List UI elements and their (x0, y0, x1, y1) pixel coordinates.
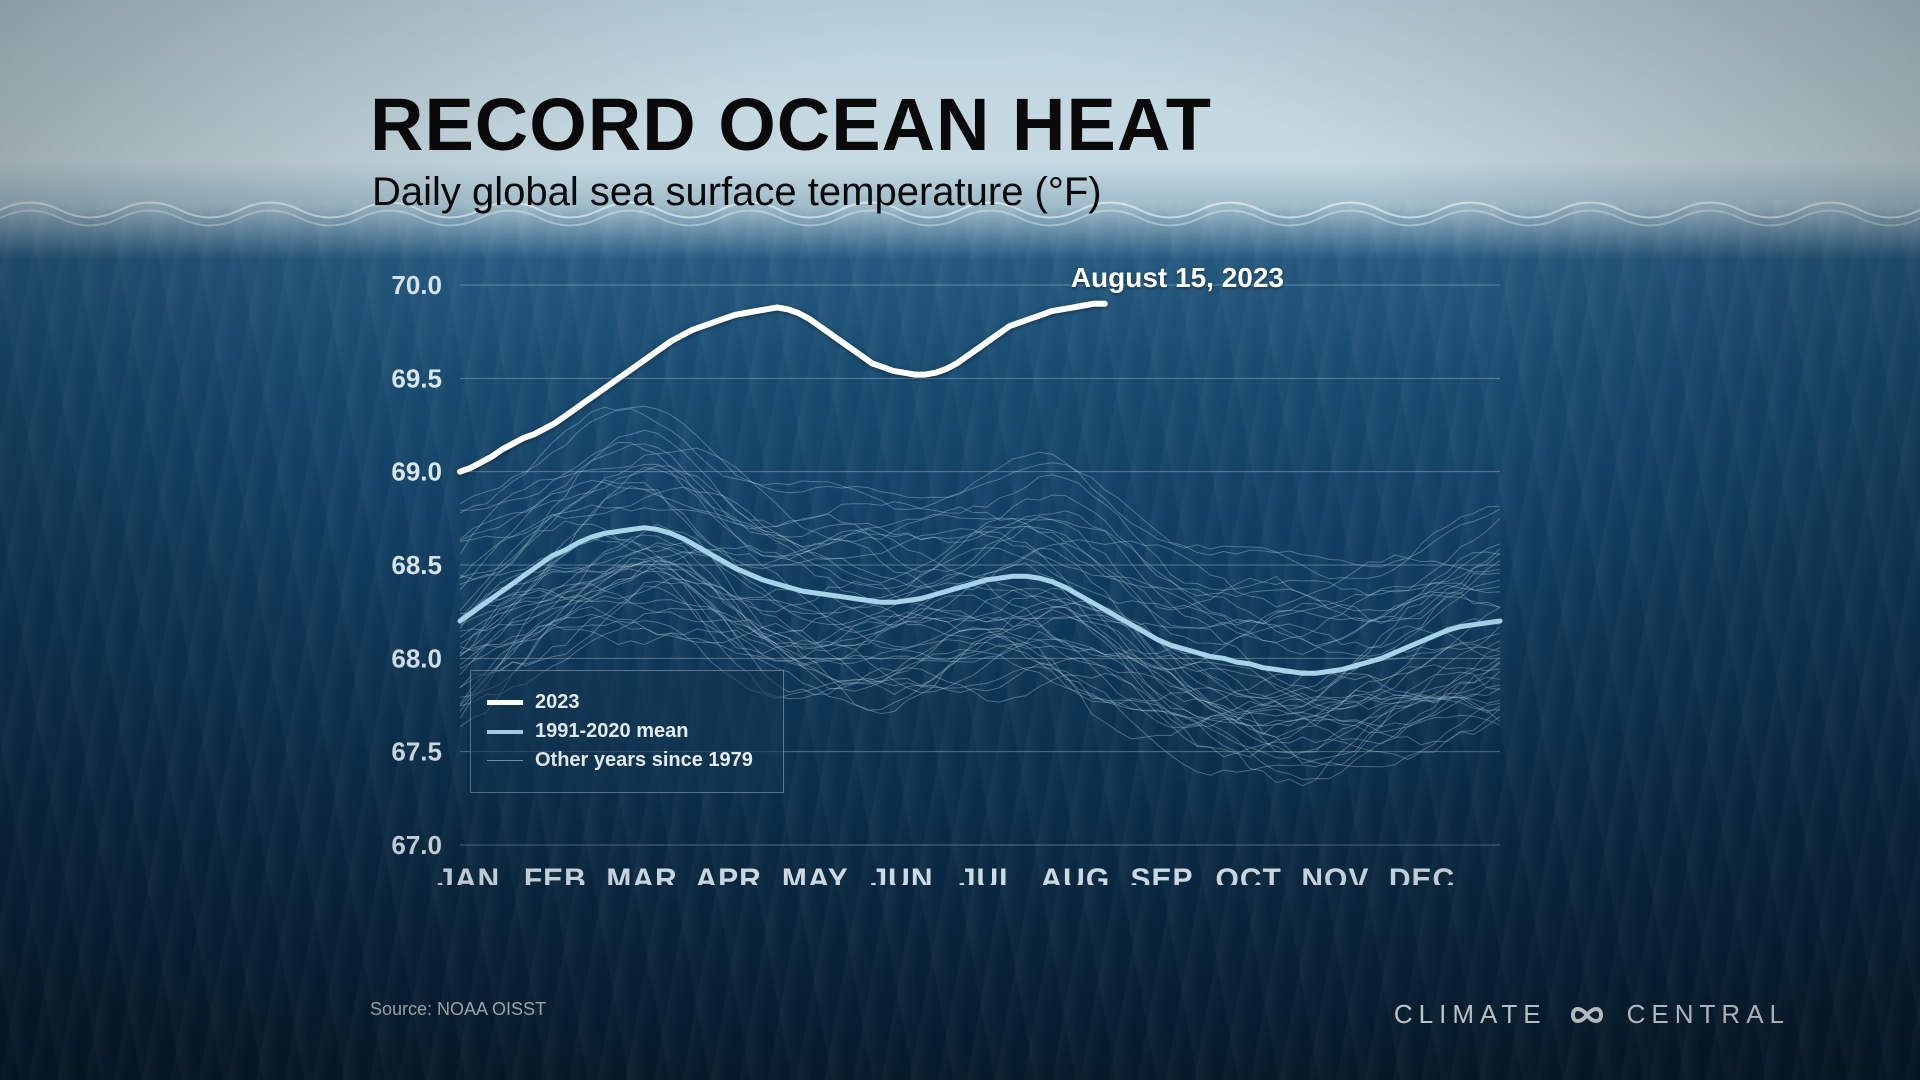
infinity-icon (1559, 1000, 1615, 1030)
infographic-stage: RECORD OCEAN HEAT Daily global sea surfa… (0, 0, 1920, 1080)
svg-text:JAN: JAN (437, 863, 500, 885)
legend-label: 2023 (535, 691, 580, 714)
legend-swatch (487, 730, 523, 734)
title-block: RECORD OCEAN HEAT Daily global sea surfa… (370, 90, 1212, 215)
svg-text:APR: APR (695, 863, 761, 885)
svg-text:69.5: 69.5 (391, 363, 442, 393)
brand-word-left: CLIMATE (1394, 999, 1547, 1030)
svg-text:OCT: OCT (1216, 863, 1282, 885)
line-chart: 67.0 67.5 68.0 68.5 69.0 69.5 70.0 JAN FEB MAR APR… (370, 275, 1510, 885)
chart-subtitle: Daily global sea surface temperature (°F… (372, 170, 1212, 215)
legend: 2023 1991-2020 mean Other years since 1979 (470, 670, 784, 793)
svg-text:67.5: 67.5 (391, 737, 442, 767)
legend-item: 1991-2020 mean (487, 720, 767, 743)
svg-text:JUL: JUL (959, 863, 1019, 885)
legend-swatch (487, 700, 523, 705)
brand-logo: CLIMATE CENTRAL (1394, 999, 1790, 1030)
legend-label: 1991-2020 mean (535, 720, 688, 743)
brand-word-right: CENTRAL (1627, 999, 1790, 1030)
svg-text:DEC: DEC (1389, 863, 1455, 885)
svg-text:FEB: FEB (524, 863, 587, 885)
svg-text:68.5: 68.5 (391, 550, 442, 580)
legend-label: Other years since 1979 (535, 749, 753, 772)
chart-area: 67.0 67.5 68.0 68.5 69.0 69.5 70.0 JAN FEB MAR APR… (370, 275, 1510, 885)
svg-text:AUG: AUG (1040, 863, 1110, 885)
source-attribution: Source: NOAA OISST (370, 999, 546, 1020)
legend-item: Other years since 1979 (487, 749, 767, 772)
svg-text:JUN: JUN (870, 863, 933, 885)
svg-text:70.0: 70.0 (391, 275, 442, 300)
annotation-label: August 15, 2023 (1071, 262, 1284, 294)
chart-title: RECORD OCEAN HEAT (370, 90, 1212, 160)
legend-swatch (487, 760, 523, 761)
svg-text:69.0: 69.0 (391, 457, 442, 487)
svg-text:MAR: MAR (606, 863, 677, 885)
svg-text:68.0: 68.0 (391, 643, 442, 673)
svg-text:67.0: 67.0 (391, 830, 442, 860)
svg-text:NOV: NOV (1301, 863, 1369, 885)
svg-text:SEP: SEP (1130, 863, 1193, 885)
legend-item: 2023 (487, 691, 767, 714)
svg-text:MAY: MAY (782, 863, 849, 885)
